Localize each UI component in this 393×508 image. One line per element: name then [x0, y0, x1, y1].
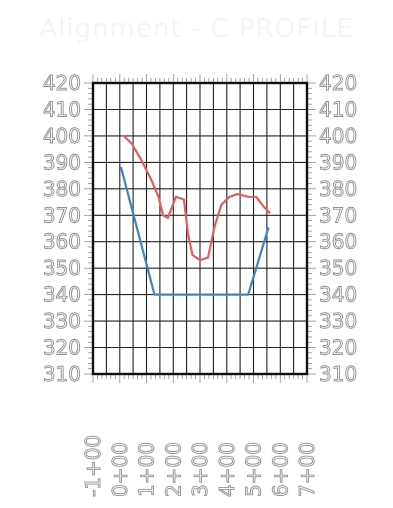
profile-title: Alignment - C PROFILE: [39, 14, 354, 44]
y-tick-label-left: 390: [43, 150, 81, 174]
y-tick-label-left: 420: [43, 71, 81, 95]
y-tick-label-right: 310: [319, 362, 357, 386]
x-axis-labels: -1+00 0+00 1+00 2+00 3+00 4+00 5+00 6+00 7+00: [81, 434, 320, 497]
y-tick-label-right: 410: [319, 97, 357, 121]
x-tick-label: 4+00: [215, 442, 239, 497]
y-tick-label-left: 380: [43, 177, 81, 201]
y-tick-label-right: 400: [319, 124, 357, 148]
y-tick-label-right: 340: [319, 283, 357, 307]
y-tick-label-right: 360: [319, 230, 357, 254]
y-tick-label-right: 320: [319, 336, 357, 360]
y-tick-label-left: 410: [43, 97, 81, 121]
grid: [91, 81, 309, 376]
y-tick-label-left: 340: [43, 283, 81, 307]
x-tick-label: 7+00: [295, 442, 319, 497]
y-tick-label-right: 350: [319, 256, 357, 280]
y-tick-label-right: 330: [319, 309, 357, 333]
x-tick-label: -1+00: [81, 435, 105, 497]
x-tick-label: 1+00: [135, 442, 159, 497]
y-tick-label-right: 390: [319, 150, 357, 174]
y-tick-label-right: 370: [319, 203, 357, 227]
y-tick-label-left: 350: [43, 256, 81, 280]
x-tick-label: 6+00: [268, 442, 292, 497]
y-tick-label-left: 310: [43, 362, 81, 386]
y-tick-label-left: 360: [43, 230, 81, 254]
x-tick-label: 3+00: [188, 442, 212, 497]
y-tick-label-left: 330: [43, 309, 81, 333]
x-tick-label: 5+00: [242, 442, 266, 497]
x-tick-label: 2+00: [161, 442, 185, 497]
x-tick-label: 0+00: [108, 442, 132, 497]
y-tick-label-right: 380: [319, 177, 357, 201]
y-tick-label-left: 400: [43, 124, 81, 148]
design-line: [119, 166, 270, 296]
y-tick-label-left: 370: [43, 203, 81, 227]
y-tick-label-left: 320: [43, 336, 81, 360]
y-tick-label-right: 420: [319, 71, 357, 95]
plot-frame: [91, 81, 309, 376]
series-layer: [119, 134, 271, 296]
ground-line: [122, 134, 271, 262]
